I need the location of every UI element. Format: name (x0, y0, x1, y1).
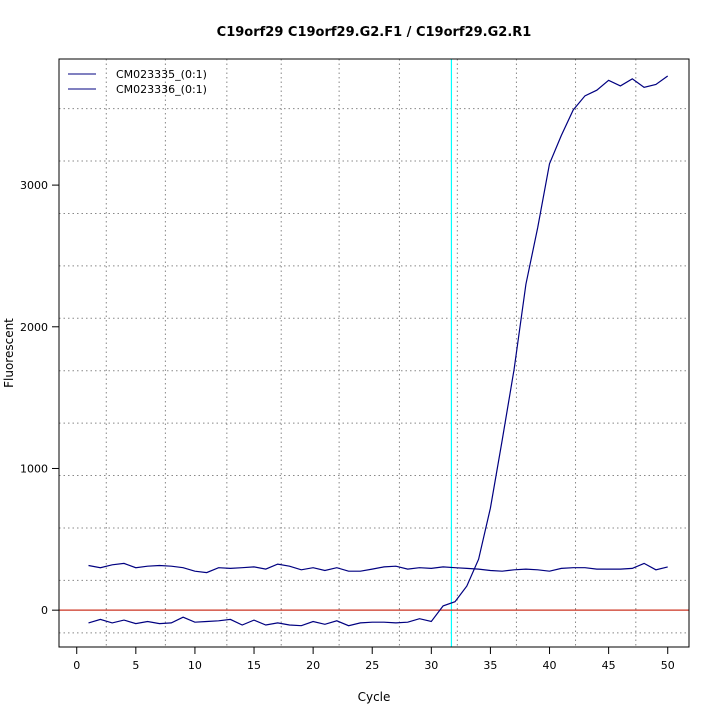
x-tick-label-4: 20 (306, 659, 320, 672)
y-tick-label-2: 2000 (20, 321, 48, 334)
x-tick-label-6: 30 (424, 659, 438, 672)
x-tick-label-7: 35 (483, 659, 497, 672)
y-axis: 0 1000 2000 3000 (20, 179, 59, 617)
series-line-1 (88, 75, 669, 627)
x-tick-label-10: 50 (661, 659, 675, 672)
legend-label-2: CM023336_(0:1) (116, 83, 207, 96)
x-axis: 0 5 10 15 20 25 30 35 40 45 50 (73, 647, 675, 672)
y-axis-title: Fluorescent (2, 318, 16, 388)
grid-layer (59, 59, 689, 647)
x-tick-label-8: 40 (543, 659, 557, 672)
chart-title: C19orf29 C19orf29.G2.F1 / C19orf29.G2.R1 (217, 25, 532, 40)
legend: CM023335_(0:1) CM023336_(0:1) (68, 68, 207, 96)
x-tick-label-2: 10 (188, 659, 202, 672)
x-tick-label-5: 25 (365, 659, 379, 672)
x-tick-label-9: 45 (602, 659, 616, 672)
x-tick-label-3: 15 (247, 659, 261, 672)
plot-frame (58, 58, 690, 648)
y-tick-label-1: 1000 (20, 462, 48, 475)
series-layer (88, 75, 669, 627)
x-axis-title: Cycle (358, 690, 391, 704)
y-tick-label-3: 3000 (20, 179, 48, 192)
legend-label-1: CM023335_(0:1) (116, 68, 207, 81)
series-line-2 (88, 562, 668, 574)
y-tick-label-0: 0 (41, 604, 48, 617)
x-tick-label-1: 5 (132, 659, 139, 672)
x-tick-label-0: 0 (73, 659, 80, 672)
